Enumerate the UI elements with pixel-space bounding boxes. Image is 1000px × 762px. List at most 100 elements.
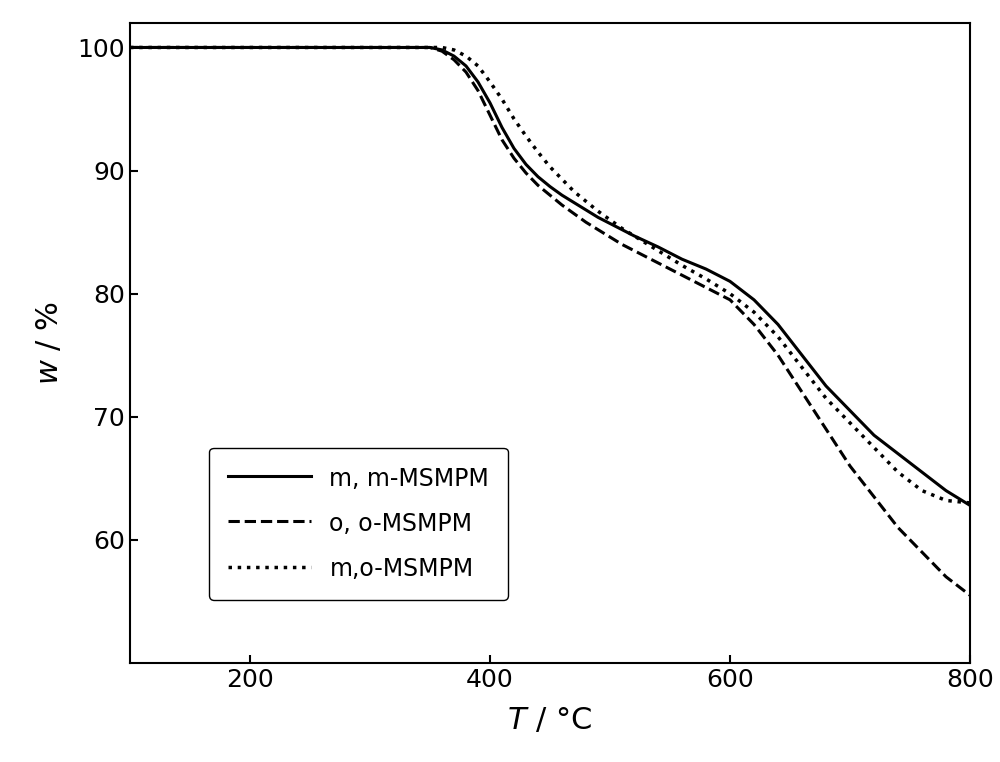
- m,o-MSMPM: [508, 114, 520, 123]
- m, m-MSMPM: [592, 213, 604, 222]
- m, m-MSMPM: [724, 277, 736, 286]
- m,o-MSMPM: [556, 174, 568, 184]
- o, o-MSMPM: [940, 572, 952, 581]
- m, m-MSMPM: [868, 431, 880, 440]
- o, o-MSMPM: [916, 548, 928, 557]
- m,o-MSMPM: [748, 308, 760, 317]
- m, m-MSMPM: [628, 231, 640, 240]
- o, o-MSMPM: [592, 225, 604, 234]
- m, m-MSMPM: [184, 43, 196, 52]
- m,o-MSMPM: [868, 443, 880, 452]
- m, m-MSMPM: [484, 98, 496, 107]
- m,o-MSMPM: [916, 486, 928, 495]
- o, o-MSMPM: [796, 388, 808, 397]
- m,o-MSMPM: [568, 187, 580, 196]
- o, o-MSMPM: [820, 424, 832, 434]
- Line: o, o-MSMPM: o, o-MSMPM: [130, 47, 970, 595]
- m, m-MSMPM: [544, 182, 556, 191]
- o, o-MSMPM: [628, 246, 640, 255]
- m,o-MSMPM: [436, 43, 448, 52]
- m,o-MSMPM: [532, 148, 544, 157]
- m,o-MSMPM: [592, 207, 604, 216]
- m, m-MSMPM: [748, 295, 760, 304]
- m, m-MSMPM: [424, 43, 436, 52]
- o, o-MSMPM: [580, 218, 592, 227]
- o, o-MSMPM: [772, 351, 784, 360]
- o, o-MSMPM: [244, 43, 256, 52]
- m, m-MSMPM: [844, 406, 856, 415]
- m,o-MSMPM: [484, 78, 496, 87]
- Legend: m, m-MSMPM, o, o-MSMPM, m,o-MSMPM: m, m-MSMPM, o, o-MSMPM, m,o-MSMPM: [209, 447, 508, 600]
- m,o-MSMPM: [700, 274, 712, 283]
- m,o-MSMPM: [460, 52, 472, 61]
- o, o-MSMPM: [616, 240, 628, 249]
- m, m-MSMPM: [916, 468, 928, 477]
- m,o-MSMPM: [892, 468, 904, 477]
- m, m-MSMPM: [892, 449, 904, 458]
- m,o-MSMPM: [448, 46, 460, 55]
- m, m-MSMPM: [244, 43, 256, 52]
- m, m-MSMPM: [364, 43, 376, 52]
- o, o-MSMPM: [508, 154, 520, 163]
- m,o-MSMPM: [304, 43, 316, 52]
- m, m-MSMPM: [580, 206, 592, 215]
- o, o-MSMPM: [184, 43, 196, 52]
- o, o-MSMPM: [700, 283, 712, 292]
- m, m-MSMPM: [436, 46, 448, 55]
- m,o-MSMPM: [496, 94, 508, 104]
- m, m-MSMPM: [964, 501, 976, 510]
- m,o-MSMPM: [472, 62, 484, 71]
- m, m-MSMPM: [940, 486, 952, 495]
- o, o-MSMPM: [304, 43, 316, 52]
- m,o-MSMPM: [580, 197, 592, 206]
- m,o-MSMPM: [820, 394, 832, 403]
- m, m-MSMPM: [676, 255, 688, 264]
- o, o-MSMPM: [484, 110, 496, 120]
- m,o-MSMPM: [676, 261, 688, 270]
- m,o-MSMPM: [424, 43, 436, 52]
- o, o-MSMPM: [544, 190, 556, 200]
- m,o-MSMPM: [544, 162, 556, 171]
- o, o-MSMPM: [436, 46, 448, 56]
- o, o-MSMPM: [568, 209, 580, 218]
- o, o-MSMPM: [868, 492, 880, 501]
- m,o-MSMPM: [724, 289, 736, 298]
- o, o-MSMPM: [460, 68, 472, 77]
- o, o-MSMPM: [892, 523, 904, 532]
- m, m-MSMPM: [652, 242, 664, 251]
- m, m-MSMPM: [304, 43, 316, 52]
- m, m-MSMPM: [772, 320, 784, 329]
- o, o-MSMPM: [472, 86, 484, 95]
- m, m-MSMPM: [568, 198, 580, 207]
- m,o-MSMPM: [184, 43, 196, 52]
- m, m-MSMPM: [820, 382, 832, 391]
- o, o-MSMPM: [532, 181, 544, 190]
- o, o-MSMPM: [496, 135, 508, 144]
- o, o-MSMPM: [556, 200, 568, 210]
- m,o-MSMPM: [364, 43, 376, 52]
- m, m-MSMPM: [532, 172, 544, 181]
- m,o-MSMPM: [652, 246, 664, 255]
- m,o-MSMPM: [844, 418, 856, 427]
- m, m-MSMPM: [400, 43, 412, 52]
- m, m-MSMPM: [496, 123, 508, 132]
- m, m-MSMPM: [556, 190, 568, 200]
- o, o-MSMPM: [364, 43, 376, 52]
- o, o-MSMPM: [844, 462, 856, 471]
- m, m-MSMPM: [448, 52, 460, 61]
- m,o-MSMPM: [604, 215, 616, 224]
- m,o-MSMPM: [616, 224, 628, 233]
- m,o-MSMPM: [940, 496, 952, 505]
- m, m-MSMPM: [472, 78, 484, 87]
- m,o-MSMPM: [628, 231, 640, 240]
- m, m-MSMPM: [796, 351, 808, 360]
- Line: m,o-MSMPM: m,o-MSMPM: [130, 47, 970, 503]
- m, m-MSMPM: [700, 264, 712, 274]
- o, o-MSMPM: [400, 43, 412, 52]
- o, o-MSMPM: [124, 43, 136, 52]
- m, m-MSMPM: [616, 225, 628, 234]
- m,o-MSMPM: [520, 132, 532, 141]
- o, o-MSMPM: [748, 320, 760, 329]
- o, o-MSMPM: [652, 258, 664, 267]
- m,o-MSMPM: [796, 363, 808, 372]
